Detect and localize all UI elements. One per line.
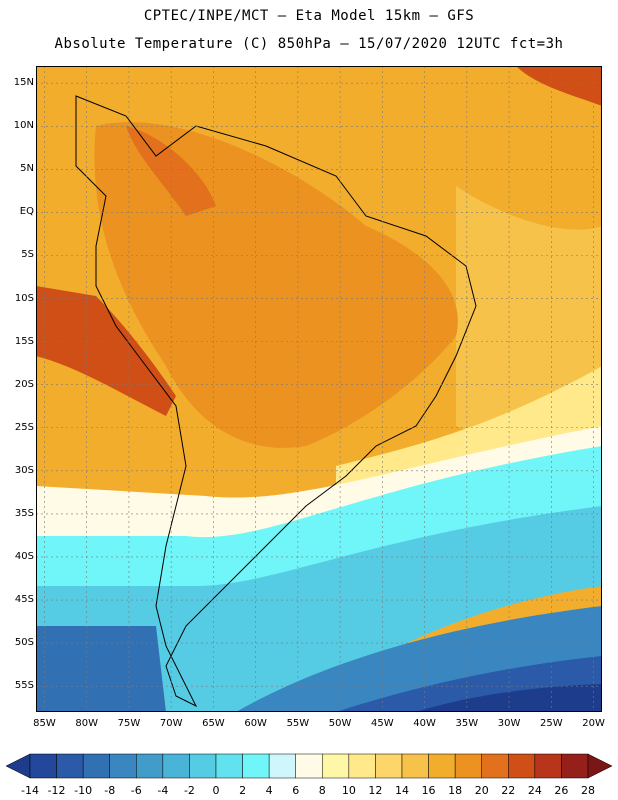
legend-color-swatch (401, 753, 429, 779)
longitude-tick-label: 25W (540, 718, 563, 729)
field-andes-hot (36, 286, 176, 416)
legend-tick-label: 10 (341, 784, 356, 797)
legend-color-swatch (268, 753, 296, 779)
legend-tick-label: -14 (21, 784, 39, 797)
latitude-tick-label: 35S (14, 507, 34, 519)
legend-tick-label: -10 (74, 784, 93, 797)
coastline (75, 95, 477, 708)
legend-tick-label: -8 (104, 784, 116, 797)
longitude-tick-label: 85W (33, 718, 56, 729)
graticule (36, 66, 602, 712)
legend-tick-label: 2 (239, 784, 247, 797)
legend-color-swatch (375, 753, 403, 779)
legend-tick-label: 8 (318, 784, 326, 797)
latitude-tick-label: 15S (14, 335, 34, 347)
legend-max-arrow (587, 753, 612, 779)
legend-tick-label: 26 (554, 784, 569, 797)
legend-tick-label: 6 (292, 784, 300, 797)
field-cyan-band (36, 446, 602, 626)
legend-color-swatch (109, 753, 137, 779)
legend-tick-label: 24 (527, 784, 542, 797)
longitude-tick-label: 30W (497, 718, 521, 729)
longitude-tick-label: 65W (202, 718, 225, 729)
legend-color-swatch (348, 753, 376, 779)
legend-color-swatch (428, 753, 456, 779)
field-cold-west (36, 626, 166, 712)
field-cold-1 (36, 506, 602, 712)
legend-tick-label: 12 (368, 784, 383, 797)
longitude-tick-label: 70W (159, 718, 183, 729)
legend-tick-label: 28 (581, 784, 595, 797)
legend-color-swatch (534, 753, 562, 779)
latitude-tick-label: 10N (13, 120, 34, 132)
longitude-tick-label: 60W (244, 718, 267, 729)
legend-color-swatch (56, 753, 84, 779)
legend-color-swatch (561, 753, 589, 779)
longitude-tick-label: 75W (117, 718, 141, 729)
map-title-line-2: Absolute Temperature (C) 850hPa – 15/07/… (54, 36, 564, 52)
legend-color-swatch (481, 753, 509, 779)
longitude-tick-label: 35W (455, 718, 479, 729)
color-legend (6, 753, 612, 779)
legend-tick-label: -6 (130, 784, 142, 797)
latitude-tick-label: 10S (14, 292, 34, 304)
legend-color-swatch (322, 753, 350, 779)
latitude-tick-label: 45S (14, 594, 34, 606)
legend-tick-label: 20 (474, 784, 489, 797)
temperature-map (36, 66, 602, 712)
legend-tick-label: 16 (421, 784, 436, 797)
latitude-tick-label: EQ (19, 206, 34, 218)
longitude-tick-label: 20W (582, 718, 605, 729)
map-border (36, 66, 602, 712)
latitude-tick-label: 5N (20, 163, 34, 175)
longitude-tick-label: 40W (413, 718, 436, 729)
legend-color-swatch (136, 753, 164, 779)
legend-color-swatch (215, 753, 243, 779)
legend-tick-label: 22 (501, 784, 516, 797)
longitude-tick-label: 50W (328, 718, 352, 729)
longitude-tick-label: 45W (371, 718, 394, 729)
legend-tick-label: -2 (183, 784, 195, 797)
latitude-tick-label: 30S (14, 464, 34, 476)
latitude-tick-label: 50S (14, 637, 34, 649)
legend-tick-label: -4 (157, 784, 169, 797)
latitude-tick-label: 55S (14, 680, 34, 692)
legend-color-swatch (242, 753, 270, 779)
longitude-tick-label: 55W (286, 718, 310, 729)
latitude-tick-label: 20S (14, 378, 34, 390)
latitude-tick-label: 25S (14, 421, 34, 433)
legend-color-swatch (29, 753, 57, 779)
legend-color-swatch (454, 753, 482, 779)
legend-min-arrow (6, 753, 31, 779)
latitude-tick-label: 5S (21, 249, 34, 261)
map-title-line-1: CPTEC/INPE/MCT – Eta Model 15km – GFS (143, 8, 475, 24)
legend-color-swatch (295, 753, 323, 779)
legend-color-swatch (189, 753, 217, 779)
latitude-tick-label: 40S (14, 550, 34, 562)
legend-tick-label: 14 (395, 784, 409, 797)
legend-tick-label: 18 (448, 784, 463, 797)
longitude-tick-label: 80W (75, 718, 98, 729)
legend-tick-label: 4 (265, 784, 273, 797)
latitude-tick-label: 15N (13, 77, 34, 89)
field-caribbean-hot (516, 66, 602, 106)
legend-color-swatch (82, 753, 110, 779)
legend-color-swatch (508, 753, 536, 779)
legend-tick-label: 0 (212, 784, 220, 797)
legend-color-swatch (162, 753, 190, 779)
legend-tick-label: -12 (47, 784, 66, 797)
